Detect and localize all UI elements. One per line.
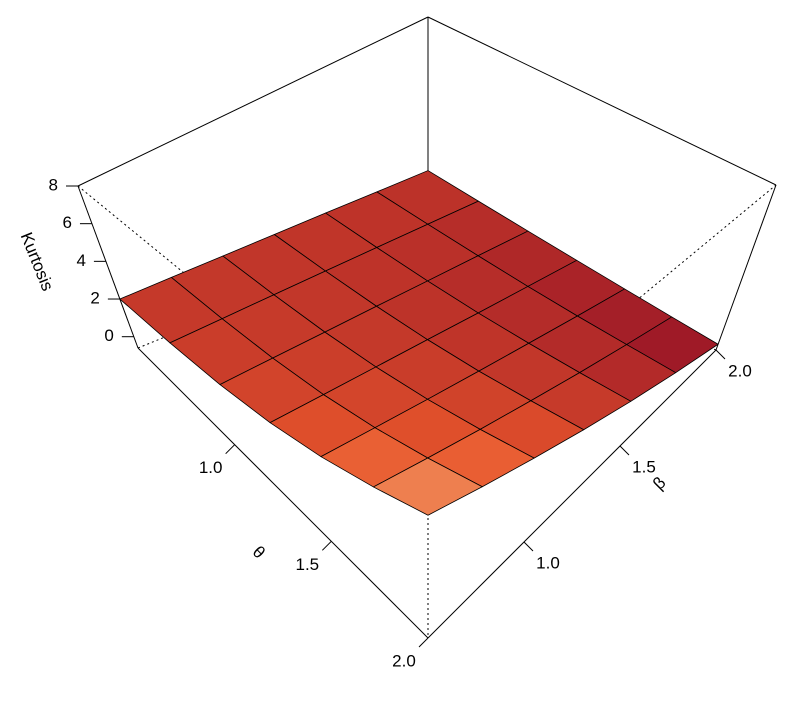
- z-tick-label: 6: [62, 213, 71, 232]
- x-tick: [418, 637, 429, 648]
- x-axis-title: θ: [249, 542, 269, 562]
- box-edge: [715, 184, 777, 351]
- box-edge: [77, 16, 429, 187]
- x-tick-label: 1.5: [296, 555, 320, 574]
- box-edge: [77, 185, 139, 349]
- z-axis-title: Kurtosis: [17, 230, 58, 294]
- y-axis-title: β: [649, 473, 670, 494]
- x-tick-label: 2.0: [392, 651, 416, 670]
- y-tick-label: 1.5: [632, 457, 656, 476]
- x-tick: [225, 444, 236, 455]
- y-tick: [715, 349, 726, 360]
- box-edge: [137, 347, 429, 639]
- y-tick-label: 1.0: [536, 553, 560, 572]
- z-tick-label: 0: [104, 326, 113, 345]
- box-edge: [427, 349, 717, 639]
- z-tick-label: 4: [76, 251, 85, 270]
- y-tick-label: 2.0: [728, 361, 752, 380]
- x-tick-label: 1.0: [199, 458, 223, 477]
- box-edge: [427, 16, 777, 186]
- x-tick: [321, 540, 332, 551]
- z-tick-label: 8: [49, 175, 58, 194]
- y-tick: [523, 541, 534, 552]
- z-tick-label: 2: [90, 289, 99, 308]
- surface-facet: [373, 457, 483, 516]
- y-tick: [619, 445, 630, 456]
